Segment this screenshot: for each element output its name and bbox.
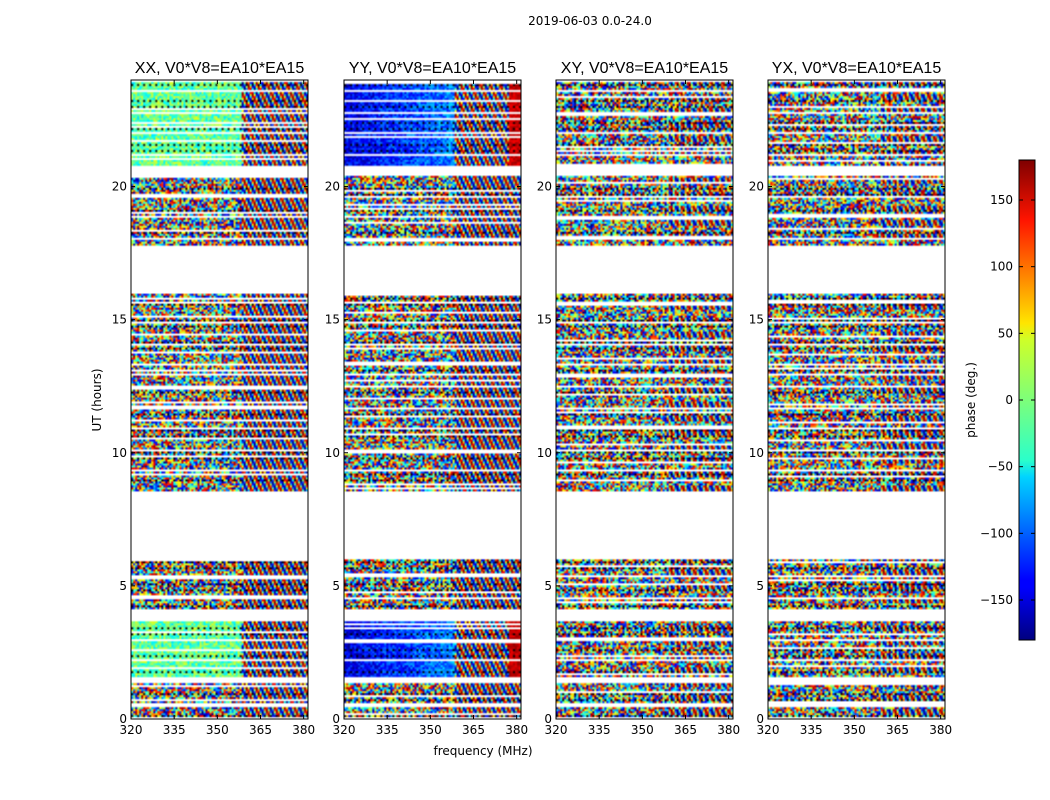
x-tick-label: 320 <box>120 723 143 737</box>
colorbar-tick-label: 100 <box>990 260 1013 274</box>
x-tick-label: 335 <box>588 723 611 737</box>
y-tick-label: 0 <box>544 712 552 726</box>
colorbar-tick-label: −100 <box>980 526 1013 540</box>
heatmap-yx <box>768 80 945 719</box>
y-tick-label: 15 <box>325 313 340 327</box>
x-tick-label: 350 <box>843 723 866 737</box>
colorbar-tick-label: −50 <box>988 460 1013 474</box>
figure-title: 2019-06-03 0.0-24.0 <box>528 14 652 28</box>
colorbar-tick-label: 150 <box>990 193 1013 207</box>
y-tick-label: 5 <box>332 579 340 593</box>
colorbar: −150 −100 −50 0 50 100 150 phase (deg.) <box>964 159 1036 641</box>
y-tick-label: 10 <box>749 446 764 460</box>
colorbar-tick-label: 50 <box>998 326 1013 340</box>
x-tick-label: 365 <box>249 723 272 737</box>
x-tick-label: 335 <box>376 723 399 737</box>
x-tick-label: 320 <box>333 723 356 737</box>
panels-group: XX, V0*V8=EA10*EA15 320 335 350 365 380 0 5 10 15… <box>112 60 952 737</box>
y-tick-label: 15 <box>749 313 764 327</box>
y-tick-label: 20 <box>112 180 127 194</box>
y-tick-label: 20 <box>325 180 340 194</box>
x-tick-label: 335 <box>163 723 186 737</box>
y-tick-label: 20 <box>537 180 552 194</box>
y-tick-label: 0 <box>332 712 340 726</box>
y-tick-label: 10 <box>325 446 340 460</box>
axes-frame <box>767 79 946 720</box>
colorbar-tick-label: 0 <box>1005 393 1013 407</box>
y-tick-label: 0 <box>756 712 764 726</box>
panel-yy: YY, V0*V8=EA10*EA15 320 335 350 365 380 0 5 10 15… <box>325 60 528 737</box>
x-tick-label: 380 <box>505 723 528 737</box>
axes-frame <box>555 79 734 720</box>
x-tick-label: 365 <box>462 723 485 737</box>
y-tick-label: 20 <box>749 180 764 194</box>
panel-title: XY, V0*V8=EA10*EA15 <box>561 60 728 77</box>
panel-title: YY, V0*V8=EA10*EA15 <box>349 60 516 77</box>
x-tick-label: 365 <box>886 723 909 737</box>
heatmap-xy <box>556 80 733 719</box>
x-tick-label: 350 <box>419 723 442 737</box>
x-tick-label: 350 <box>631 723 654 737</box>
y-tick-label: 10 <box>112 446 127 460</box>
panel-xx: XX, V0*V8=EA10*EA15 320 335 350 365 380 0 5 10 15… <box>112 60 315 737</box>
axes-frame <box>343 79 522 720</box>
x-tick-label: 380 <box>292 723 315 737</box>
colorbar-tick-label: −150 <box>980 593 1013 607</box>
x-tick-label: 335 <box>800 723 823 737</box>
panel-xy: XY, V0*V8=EA10*EA15 320 335 350 365 380 0 5 10 15… <box>537 60 740 737</box>
y-tick-label: 5 <box>756 579 764 593</box>
colorbar-label: phase (deg.) <box>964 362 978 438</box>
x-tick-label: 350 <box>206 723 229 737</box>
panel-title: XX, V0*V8=EA10*EA15 <box>135 60 305 77</box>
x-tick-label: 320 <box>757 723 780 737</box>
y-tick-label: 5 <box>119 579 127 593</box>
heatmap-xx <box>131 80 308 719</box>
x-tick-label: 380 <box>929 723 952 737</box>
y-tick-label: 10 <box>537 446 552 460</box>
panel-title: YX, V0*V8=EA10*EA15 <box>772 60 942 77</box>
y-tick-label: 5 <box>544 579 552 593</box>
x-tick-label: 380 <box>717 723 740 737</box>
axes-frame <box>130 79 309 720</box>
x-axis-label: frequency (MHz) <box>433 744 532 758</box>
x-tick-label: 365 <box>674 723 697 737</box>
panel-yx: YX, V0*V8=EA10*EA15 320 335 350 365 380 0 5 10 15… <box>749 60 952 737</box>
y-axis-label: UT (hours) <box>90 368 104 431</box>
y-tick-label: 15 <box>112 313 127 327</box>
heatmap-yy <box>344 80 521 719</box>
y-tick-label: 15 <box>537 313 552 327</box>
x-tick-label: 320 <box>545 723 568 737</box>
y-tick-label: 0 <box>119 712 127 726</box>
